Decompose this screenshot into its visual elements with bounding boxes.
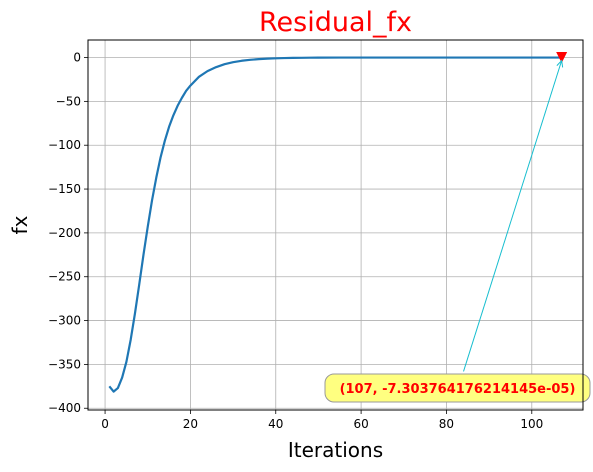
- y-tick-label: −250: [48, 270, 81, 284]
- x-tick-label: 100: [520, 417, 543, 431]
- grid-lines: [88, 40, 583, 410]
- annotation-box: [324, 373, 591, 403]
- annotation-arrowhead: [556, 59, 564, 68]
- y-tick-label: −50: [56, 94, 81, 108]
- x-tick-label: 0: [101, 417, 109, 431]
- y-tick-label: 0: [73, 51, 81, 65]
- plot-frame: [87, 39, 584, 411]
- chart-title: Residual_fx: [259, 7, 412, 38]
- axis-ticks: 0 20 40 60 80 100 0 −50 −100 −150 −200 −250 −300 −350…: [48, 51, 543, 431]
- y-tick-label: −400: [48, 401, 81, 415]
- x-axis-label: Iterations: [288, 438, 383, 462]
- end-point-marker: [556, 52, 568, 64]
- x-tick-label: 40: [268, 417, 283, 431]
- annotation-text: (107, -7.303764176214145e-05): [340, 382, 576, 397]
- series-line: [108, 56, 562, 393]
- y-tick-label: −350: [48, 357, 81, 371]
- y-tick-label: −200: [48, 226, 81, 240]
- x-tick-label: 60: [353, 417, 368, 431]
- y-tick-label: −100: [48, 138, 81, 152]
- y-tick-label: −150: [48, 182, 81, 196]
- x-tick-label: 20: [183, 417, 198, 431]
- series-layer: [108, 52, 568, 393]
- x-tick-label: 80: [439, 417, 454, 431]
- y-tick-label: −300: [48, 314, 81, 328]
- annotation: (107, -7.303764176214145e-05): [324, 59, 591, 403]
- y-axis-label: fx: [8, 215, 32, 234]
- annotation-arrow: [463, 60, 563, 372]
